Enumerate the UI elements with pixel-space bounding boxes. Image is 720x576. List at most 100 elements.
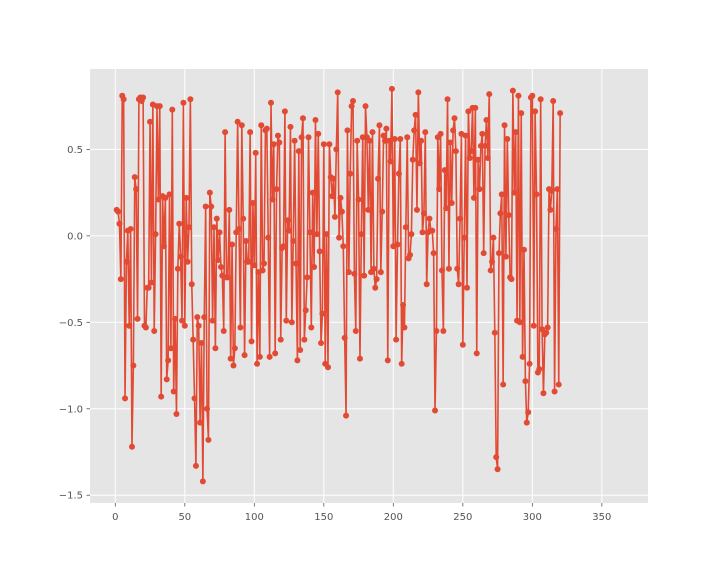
data-point [209,317,216,324]
data-point [441,167,448,174]
data-point [443,205,450,212]
data-point [252,149,259,156]
data-point [393,336,400,343]
data-point [486,91,493,98]
data-point [438,267,445,274]
data-point [126,322,133,329]
data-point [437,130,444,137]
data-point [401,324,408,331]
data-point [373,276,380,283]
data-point [237,324,244,331]
data-point [127,225,134,232]
data-point [462,132,469,139]
data-point [455,281,462,288]
data-point [301,336,308,343]
data-point [151,327,158,334]
data-point [372,284,379,291]
data-point [348,103,355,110]
data-point [229,241,236,248]
data-point [191,395,198,402]
series-layer [113,85,564,485]
data-point [313,231,320,238]
data-point [251,262,258,269]
data-point [505,212,512,219]
data-point [241,352,248,359]
data-point [265,234,272,241]
data-point [247,129,254,136]
data-point [539,326,546,333]
data-point [433,327,440,334]
data-point [411,127,418,134]
data-point [465,108,472,115]
data-point [379,208,386,215]
data-point [347,170,354,177]
data-point [319,310,326,317]
data-point [230,362,237,369]
data-point [493,454,500,461]
data-point [350,97,357,104]
data-point [306,229,313,236]
data-point [286,227,293,234]
data-point [158,393,165,400]
data-point [183,194,190,201]
data-point [216,229,223,236]
data-point [370,265,377,272]
data-point [276,139,283,146]
data-point [302,307,309,314]
data-point [521,246,527,253]
data-point [205,436,212,443]
data-point [537,96,544,103]
data-point [361,272,368,279]
data-point [525,409,532,416]
data-point [234,118,241,125]
data-point [362,103,369,110]
data-point [120,96,127,103]
data-point [472,104,479,111]
data-point [170,388,177,395]
data-point [197,419,204,426]
data-point [380,132,387,139]
data-point [185,224,192,231]
data-point [387,158,394,165]
data-point [479,130,486,137]
data-point [511,189,518,196]
data-point [166,191,173,198]
data-point [430,250,437,257]
data-point [555,381,562,388]
data-point [204,405,211,412]
data-point [497,210,504,217]
data-point [277,336,284,343]
data-point [480,250,487,257]
data-point [131,174,138,181]
data-point [179,317,186,324]
data-point [388,85,395,92]
data-point [540,390,547,397]
data-point [312,117,319,124]
data-point [557,110,564,117]
y-tick-label: −1.5 [59,491,83,502]
data-point [477,142,484,149]
x-tick-label: 200 [384,512,403,523]
y-tick-label: 0.5 [67,145,83,156]
data-point [180,99,187,106]
y-tick-label: −1.0 [59,404,83,415]
data-point [447,139,454,146]
data-point [397,136,404,143]
data-point [354,137,361,144]
x-tick-label: 100 [245,512,264,523]
data-point [404,134,411,141]
data-point [145,284,152,291]
data-point [551,388,558,395]
data-point [498,191,505,198]
data-point [172,315,179,322]
data-point [184,258,191,265]
data-point [287,123,294,130]
data-point [162,194,169,201]
data-point [258,122,265,129]
series-line [116,88,561,483]
data-point [263,125,270,132]
data-point [280,243,287,250]
data-point [394,241,401,248]
data-point [530,322,537,329]
data-point [355,196,362,203]
